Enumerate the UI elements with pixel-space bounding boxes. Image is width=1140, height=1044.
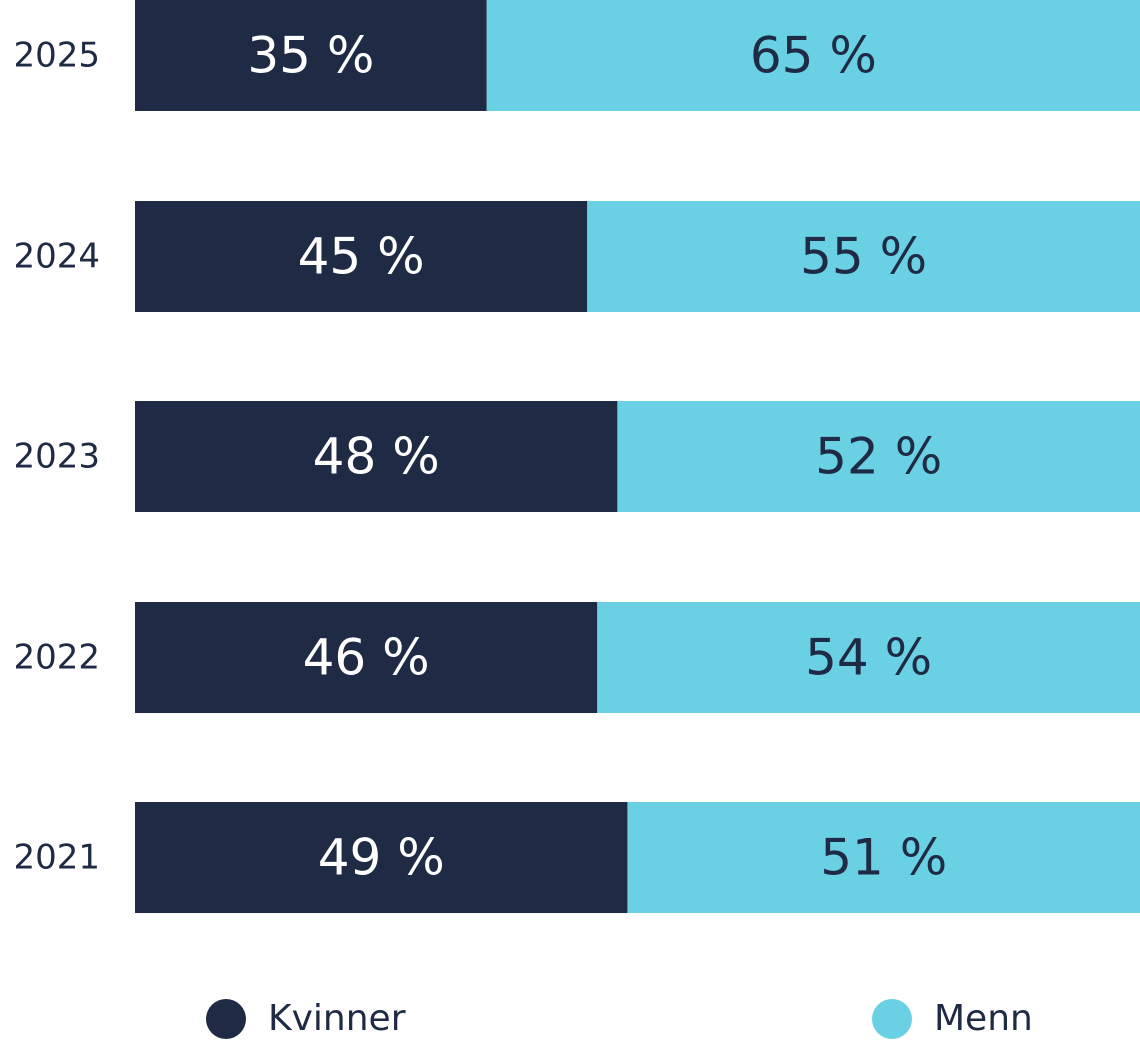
category-label-2022: 2022 (13, 638, 100, 678)
legend-swatch-kvinner (206, 999, 246, 1039)
bar-menn-2021 (627, 802, 1140, 913)
legend-item-menn: Menn (872, 996, 1033, 1042)
bar-kvinner-2021 (135, 802, 628, 913)
data-label-kvinner-2024: 45 % (298, 228, 425, 286)
data-label-menn-2024: 55 % (800, 228, 927, 286)
legend-label-menn: Menn (934, 998, 1033, 1039)
data-label-kvinner-2023: 48 % (313, 428, 440, 486)
category-label-2023: 2023 (13, 437, 100, 477)
legend-label-kvinner: Kvinner (268, 998, 406, 1039)
bar-kvinner-2023 (135, 401, 618, 512)
data-label-kvinner-2025: 35 % (247, 27, 374, 85)
data-label-menn-2022: 54 % (805, 629, 932, 687)
legend-swatch-menn (872, 999, 912, 1039)
bar-menn-2022 (597, 602, 1140, 713)
bar-kvinner-2024 (135, 201, 588, 312)
bar-menn-2024 (587, 201, 1140, 312)
data-label-menn-2023: 52 % (815, 428, 942, 486)
bar-menn-2023 (617, 401, 1140, 512)
data-label-menn-2021: 51 % (820, 829, 947, 887)
data-label-kvinner-2022: 46 % (303, 629, 430, 687)
legend-item-kvinner: Kvinner (206, 996, 406, 1042)
bar-menn-2025 (486, 0, 1140, 111)
category-label-2025: 2025 (13, 36, 100, 76)
data-label-kvinner-2021: 49 % (318, 829, 445, 887)
bar-kvinner-2022 (135, 602, 598, 713)
category-label-2021: 2021 (13, 838, 100, 878)
category-label-2024: 2024 (13, 237, 100, 277)
bars-group: 2025 35 % 65 % 2024 45 % 55 % 2023 48 % 52 % 2022… (13, 0, 1140, 913)
data-label-menn-2025: 65 % (750, 27, 877, 85)
bar-kvinner-2025 (135, 0, 487, 111)
